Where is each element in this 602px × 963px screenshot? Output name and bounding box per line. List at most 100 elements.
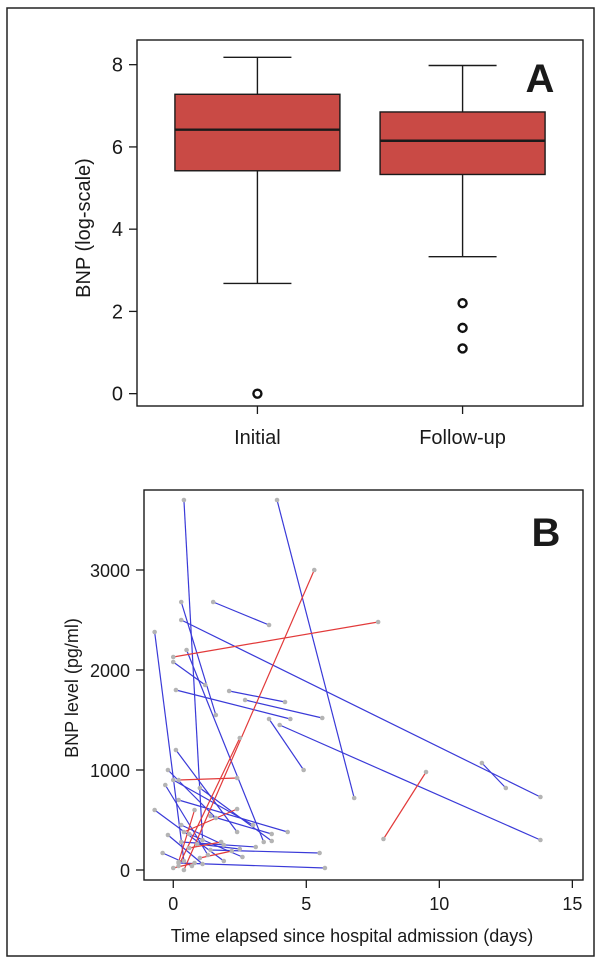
box-outlier — [457, 343, 468, 354]
segment-decrease — [481, 762, 507, 789]
segment-point — [253, 844, 259, 850]
panel-a-xtick-label: Follow-up — [419, 427, 506, 449]
segment-point — [194, 841, 200, 847]
segment-point — [285, 829, 290, 835]
panel-a-label: A — [526, 57, 555, 101]
segment-point — [170, 777, 176, 783]
segment-point — [234, 829, 240, 835]
segment-point — [479, 760, 485, 766]
box-iqr — [379, 111, 546, 176]
segment-point — [221, 842, 227, 848]
segment-point — [178, 617, 184, 623]
segment-increase — [382, 771, 427, 840]
segment-point — [181, 858, 187, 864]
segment-point — [176, 777, 181, 783]
segment-point — [277, 722, 282, 728]
segment-decrease — [181, 841, 256, 848]
segment-decrease — [210, 815, 272, 835]
segment-increase — [178, 777, 238, 781]
segment-point — [266, 622, 272, 628]
segment-point — [269, 831, 275, 837]
segment-point — [202, 682, 208, 688]
panel-a-ytick-label: 8 — [112, 55, 123, 77]
panel-a-ytick-label: 6 — [112, 137, 123, 159]
segment-point — [178, 822, 184, 828]
segment-decrease — [180, 601, 217, 716]
box-outlier — [252, 388, 263, 399]
segment-decrease — [154, 631, 185, 862]
segment-point — [351, 795, 357, 801]
segment-point — [162, 782, 168, 788]
segment-point — [192, 807, 197, 813]
segment-decrease — [175, 689, 291, 720]
panel-b-ylabel: BNP level (pg/ml) — [62, 618, 82, 758]
segment-point — [170, 659, 176, 665]
panel-b-y-axis: 0 1000 2000 3000 — [90, 561, 144, 881]
segment-point — [181, 829, 187, 835]
segment-point — [210, 599, 216, 605]
segment-decrease — [244, 699, 323, 719]
segment-decrease — [172, 661, 206, 686]
panel-b-xtick-label: 5 — [301, 894, 311, 914]
segment-increase — [173, 621, 379, 658]
segment-point — [197, 785, 203, 791]
segment-point — [205, 852, 211, 858]
segment-point — [181, 497, 187, 503]
segment-point — [213, 815, 219, 821]
segment-decrease — [167, 834, 203, 865]
segment-point — [165, 767, 171, 773]
panel-b-x-axis: 0 5 10 15 — [168, 880, 582, 914]
segment-point — [234, 806, 240, 812]
segment-point — [317, 850, 322, 856]
panel-a-plot-frame — [136, 39, 584, 407]
segment-point — [176, 863, 181, 869]
segment-point — [423, 769, 429, 775]
panel-b-ytick-label: 0 — [120, 861, 130, 881]
segment-point — [250, 822, 256, 828]
panel-a-ytick-label: 4 — [112, 219, 123, 241]
segment-point — [221, 858, 227, 864]
segment-point — [301, 767, 306, 773]
segment-point — [229, 848, 235, 854]
segment-decrease — [175, 749, 238, 833]
segment-increase — [183, 808, 238, 833]
segment-point — [152, 807, 157, 813]
panel-a-boxplot: 0 2 4 6 8 Initial Follow-up BNP (log-scale) A — [73, 39, 584, 449]
segment-point — [176, 797, 181, 803]
segment-point — [170, 654, 176, 660]
segment-point — [178, 599, 184, 605]
panel-b-label: B — [532, 511, 561, 555]
segment-point — [237, 735, 243, 741]
panel-a-ytick-label: 0 — [112, 384, 123, 406]
panel-b-ytick-label: 2000 — [90, 661, 130, 681]
segment-point — [311, 567, 317, 573]
segment-decrease — [180, 619, 541, 798]
segment-point — [200, 861, 205, 867]
segment-decrease — [279, 724, 541, 841]
segment-point — [165, 832, 171, 838]
segment-point — [375, 619, 381, 625]
segment-point — [269, 838, 275, 844]
segment-point — [173, 687, 179, 693]
segment-point — [178, 839, 184, 845]
panel-b-xlabel: Time elapsed since hospital admission (d… — [171, 926, 534, 946]
segment-point — [213, 712, 219, 718]
segment-point — [282, 699, 288, 705]
panel-a-xtick-label: Initial — [234, 427, 281, 449]
segment-point — [208, 847, 213, 853]
segment-point — [170, 865, 176, 871]
segment-point — [322, 865, 328, 871]
panel-b-plot-frame — [143, 489, 584, 881]
segment-point — [181, 867, 187, 873]
segment-decrease — [212, 601, 270, 626]
segment-point — [186, 845, 192, 851]
segment-increase — [189, 841, 222, 849]
segment-point — [226, 688, 232, 694]
segment-point — [189, 863, 195, 869]
segment-decrease — [178, 799, 288, 833]
segment-point — [176, 859, 181, 865]
segment-point — [261, 839, 267, 845]
panel-a-y-axis: 0 2 4 6 8 — [112, 55, 137, 406]
panel-b-xtick-label: 15 — [562, 894, 582, 914]
